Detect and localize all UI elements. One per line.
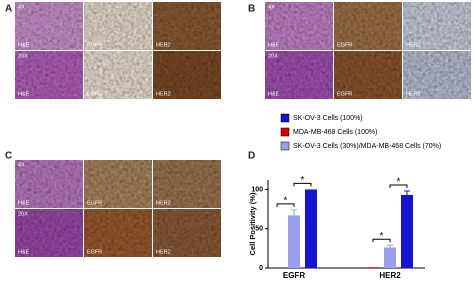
stain-label: H&E bbox=[268, 42, 280, 48]
legend-label: SK-OV-3 Cells (100%) bbox=[293, 115, 363, 122]
bar bbox=[288, 215, 300, 268]
bar bbox=[367, 267, 379, 268]
significance-label: * bbox=[301, 175, 305, 186]
micrograph bbox=[15, 2, 83, 50]
y-tick-label: 0 bbox=[259, 265, 263, 272]
stain-label: EGFR bbox=[87, 42, 102, 48]
micrograph bbox=[265, 2, 333, 50]
error-bar bbox=[387, 244, 393, 250]
stain-label: HER2 bbox=[156, 249, 171, 255]
micrograph bbox=[265, 51, 333, 99]
magnification-label: 20X bbox=[18, 53, 28, 59]
significance-bracket bbox=[276, 203, 295, 207]
micrograph bbox=[334, 51, 402, 99]
panel-label: D bbox=[248, 151, 255, 162]
stain-label: H&E bbox=[18, 42, 30, 48]
stain-label: EGFR bbox=[87, 91, 102, 97]
micrograph bbox=[84, 209, 152, 257]
magnification-label: 4X bbox=[268, 4, 275, 10]
stain-label: HER2 bbox=[156, 200, 171, 206]
stain-label: H&E bbox=[268, 91, 280, 97]
micrograph bbox=[153, 160, 221, 208]
micrograph bbox=[15, 51, 83, 99]
micrograph bbox=[403, 51, 471, 99]
bar bbox=[305, 189, 317, 268]
stain-label: EGFR bbox=[87, 200, 102, 206]
significance-bracket bbox=[389, 184, 408, 188]
magnification-label: 20X bbox=[18, 211, 28, 217]
micrograph bbox=[84, 51, 152, 99]
error-bar bbox=[404, 190, 410, 199]
magnification-label: 4X bbox=[18, 162, 25, 168]
significance-bracket bbox=[372, 238, 391, 243]
micrograph bbox=[15, 160, 83, 208]
micrograph bbox=[403, 2, 471, 50]
legend-swatch bbox=[280, 127, 290, 137]
micrograph bbox=[84, 160, 152, 208]
stain-label: HER2 bbox=[406, 42, 421, 48]
error-bar bbox=[291, 209, 297, 221]
panel-label: C bbox=[5, 151, 12, 162]
legend-label: MDA-MB-468 Cells (100%) bbox=[293, 129, 377, 136]
magnification-label: 4X bbox=[18, 4, 25, 10]
significance-label: * bbox=[380, 231, 384, 242]
significance-label: * bbox=[397, 177, 401, 188]
legend-swatch bbox=[280, 141, 290, 151]
legend-label: SK-OV-3 Cells (30%)/MDA-MB-468 Cells (70… bbox=[293, 143, 441, 150]
significance-label: * bbox=[284, 195, 288, 206]
micrograph bbox=[153, 51, 221, 99]
micrograph bbox=[153, 2, 221, 50]
y-axis-label: Cell Positivity (%) bbox=[248, 192, 257, 255]
micrograph bbox=[15, 209, 83, 257]
micrograph bbox=[153, 209, 221, 257]
significance-bracket bbox=[293, 182, 312, 187]
y-tick-label: 50 bbox=[255, 226, 263, 233]
legend-swatch bbox=[280, 113, 290, 123]
magnification-label: 20X bbox=[268, 53, 278, 59]
stain-label: EGFR bbox=[87, 249, 102, 255]
bar bbox=[384, 247, 396, 268]
panel-label: A bbox=[5, 4, 12, 15]
x-tick-label: EGFR bbox=[283, 271, 305, 280]
stain-label: EGFR bbox=[337, 91, 352, 97]
stain-label: H&E bbox=[18, 200, 30, 206]
stain-label: EGFR bbox=[337, 42, 352, 48]
stain-label: HER2 bbox=[406, 91, 421, 97]
x-tick-label: HER2 bbox=[379, 271, 401, 280]
stain-label: H&E bbox=[18, 91, 30, 97]
stain-label: HER2 bbox=[156, 42, 171, 48]
micrograph bbox=[334, 2, 402, 50]
panel-label: B bbox=[248, 4, 255, 15]
stain-label: H&E bbox=[18, 249, 30, 255]
stain-label: HER2 bbox=[156, 91, 171, 97]
bar bbox=[401, 194, 413, 268]
y-tick-label: 100 bbox=[251, 186, 263, 193]
micrograph bbox=[84, 2, 152, 50]
